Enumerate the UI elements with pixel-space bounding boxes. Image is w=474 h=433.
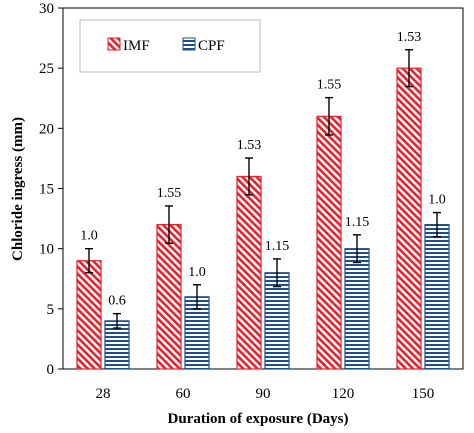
bar-imf <box>316 115 342 370</box>
legend-label-imf: IMF <box>123 38 150 54</box>
legend-box <box>79 19 261 73</box>
y-tick-label: 15 <box>39 182 54 198</box>
data-label-cpf: 1.15 <box>265 239 290 254</box>
bar-cpf <box>344 248 370 370</box>
x-tick-label: 28 <box>96 386 111 402</box>
y-tick-label: 5 <box>47 302 55 318</box>
y-tick-label: 10 <box>39 242 54 258</box>
x-tick-label: 90 <box>256 386 271 402</box>
legend-label-cpf: CPF <box>198 38 225 54</box>
data-label-cpf: 1.0 <box>428 193 446 208</box>
x-tick-label: 150 <box>412 386 435 402</box>
bar-imf <box>156 224 182 370</box>
data-label-cpf: 1.15 <box>345 215 370 230</box>
y-tick-label: 25 <box>39 61 54 77</box>
legend-swatch-imf <box>107 37 121 51</box>
bar-cpf <box>264 272 290 370</box>
bar-cpf <box>424 224 450 370</box>
y-tick-label: 0 <box>47 362 55 378</box>
plot-area: 0 5 10 15 20 25 30 1.0 0.6 28 1.55 1.0 60 1.53 1.15 90 1… <box>39 1 464 402</box>
legend: IMF CPF <box>79 19 261 73</box>
data-label-imf: 1.53 <box>397 30 422 45</box>
x-axis-title: Duration of exposure (Days) <box>168 411 349 427</box>
data-label-imf: 1.55 <box>317 78 342 93</box>
y-tick-label: 20 <box>39 121 54 137</box>
legend-swatch-cpf <box>182 37 196 51</box>
data-label-cpf: 0.6 <box>108 294 126 309</box>
bar-imf <box>76 260 102 370</box>
y-axis-title: Chloride ingress (mm) <box>10 117 26 261</box>
data-label-cpf: 1.0 <box>188 265 206 280</box>
data-label-imf: 1.0 <box>80 229 98 244</box>
bar-imf <box>396 67 422 370</box>
data-label-imf: 1.53 <box>237 138 262 153</box>
x-tick-label: 120 <box>332 386 355 402</box>
y-tick-label: 30 <box>39 1 54 17</box>
x-tick-label: 60 <box>176 386 191 402</box>
bar-imf <box>236 175 262 370</box>
data-label-imf: 1.55 <box>157 186 182 201</box>
